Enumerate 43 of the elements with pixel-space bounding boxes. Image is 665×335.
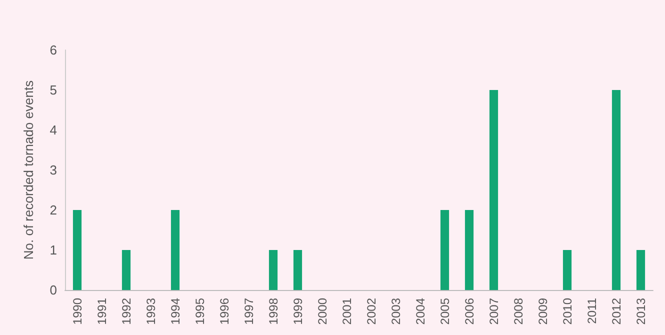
y-tick-label: 2 — [50, 202, 57, 218]
x-tick-label: 2013 — [634, 298, 648, 325]
y-tick-label: 0 — [50, 282, 57, 298]
x-tick-label: 2010 — [560, 298, 574, 325]
y-tick-label: 1 — [50, 242, 57, 258]
y-tick-label: 5 — [50, 82, 57, 98]
x-tick-label: 1995 — [192, 298, 207, 325]
bar — [612, 90, 621, 290]
x-tick-label: 2006 — [462, 298, 476, 325]
x-tick-label: 1996 — [217, 298, 232, 325]
x-tick-label: 2000 — [315, 298, 330, 325]
x-tick-label: 1990 — [70, 298, 84, 325]
bar — [72, 210, 82, 290]
y-axis-title: No. of recorded tornado events — [21, 80, 36, 260]
x-tick-label: 2008 — [511, 298, 526, 325]
x-tick-label: 2011 — [584, 298, 599, 324]
bar — [464, 210, 474, 290]
bar — [268, 250, 278, 290]
y-tick-label: 3 — [50, 162, 57, 178]
x-tick-label: 1993 — [144, 298, 158, 325]
x-tick-label: 1994 — [168, 298, 182, 325]
x-tick-label: 2012 — [609, 298, 624, 325]
x-tick-label: 2005 — [438, 298, 452, 325]
bar — [440, 210, 450, 290]
y-tick-label: 6 — [50, 42, 57, 58]
bar — [122, 250, 131, 290]
x-tick-label: 1997 — [242, 298, 256, 325]
x-tick-label: 1992 — [119, 298, 134, 325]
bar — [170, 210, 180, 290]
x-tick-label: 1998 — [266, 298, 280, 325]
bar — [562, 250, 572, 290]
x-tick-label: 1991 — [94, 298, 109, 325]
x-tick-label: 2007 — [486, 298, 501, 325]
bar — [293, 250, 302, 290]
bar — [636, 250, 646, 290]
x-tick-label: 1999 — [290, 298, 305, 325]
x-tick-label: 2003 — [388, 298, 403, 325]
x-tick-label: 2009 — [536, 298, 550, 325]
x-tick-label: 2002 — [364, 298, 378, 325]
y-tick-label: 4 — [50, 122, 57, 138]
x-tick-label: 2004 — [413, 298, 428, 325]
x-tick-label: 2001 — [340, 298, 354, 325]
bar — [489, 90, 498, 290]
